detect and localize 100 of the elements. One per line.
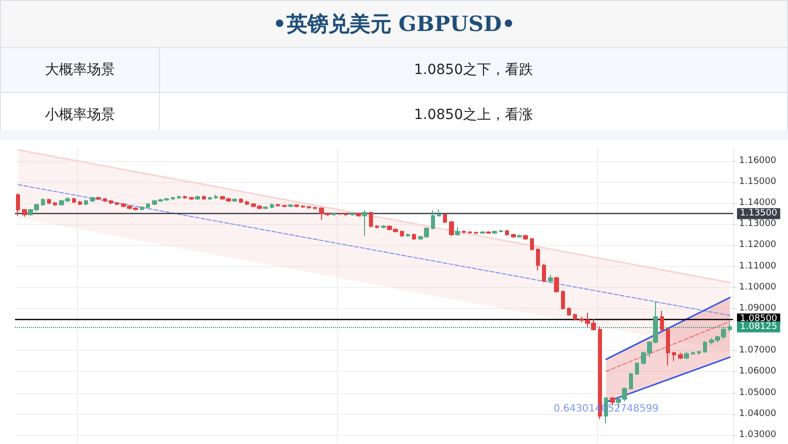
candlestick [610,396,615,406]
candlestick [103,197,107,202]
candlestick [47,198,51,205]
candlestick [684,351,689,360]
candlestick [22,208,27,218]
y-tick-label: 1.04000 [739,408,776,419]
candlestick [728,322,732,332]
text: 1.0850之上，看涨 [160,92,788,138]
candlestick [232,198,237,202]
ref-line-label: 1.13500 [740,208,778,219]
candlestick [561,290,565,310]
candlestick [406,233,410,238]
candlestick [492,230,497,234]
candlestick [635,362,639,376]
candlestick [542,264,546,283]
candlestick [369,211,373,228]
candlestick [72,197,76,204]
candlestick [678,352,683,360]
candlestick [666,328,670,366]
candlestick [332,212,336,216]
candlestick [356,212,361,218]
y-tick-label: 1.10000 [739,282,776,292]
candlestick [554,276,559,294]
candlestick [691,351,695,356]
candlestick [703,340,707,354]
candlestick [84,199,88,206]
y-tick-label: 1.07000 [739,346,776,356]
y-tick-label: 1.14000 [739,198,776,208]
candlestick [282,204,287,208]
candlestick [146,202,150,209]
candlestick [202,195,206,200]
candlestick [474,231,478,235]
candlestick [171,196,175,200]
candlestick [189,196,194,200]
candlestick [245,200,249,206]
y-tick-label: 1.13000 [739,219,776,230]
candlestick [307,205,311,210]
candlestick [629,372,633,390]
y-tick-label: 1.16000 [739,156,776,166]
y-tick-label: 1.09000 [739,303,776,314]
y-tick-label: 1.11000 [739,261,776,272]
candlestick [362,210,367,236]
candlestick [505,230,509,236]
candlestick [338,212,342,216]
candlestick [548,274,553,283]
candlestick [499,229,503,233]
ref-line-label: 1.08125 [740,322,778,332]
candlestick [573,313,577,321]
candlestick [455,226,460,236]
candlestick [313,206,317,210]
candlestick [115,201,119,206]
candlestick [109,200,113,205]
candlestick [431,210,435,230]
candlestick [263,206,268,210]
y-tick-label: 1.12000 [739,240,776,250]
candlestick [530,238,534,251]
y-tick-label: 1.15000 [739,176,776,187]
candlestick [480,230,485,234]
text: 1.0850之下，看跌 [160,48,788,92]
candlestick [90,196,95,202]
y-tick-label: 1.06000 [739,366,776,377]
candlestick [672,351,676,362]
candlestick [511,233,516,238]
y-tick-label: 1.03000 [739,430,776,440]
candlestick [486,230,491,234]
candlestick [214,194,218,200]
candlestick [660,310,664,332]
candlestick [294,204,299,208]
candlestick [375,224,379,229]
text: 大概率场景 [0,48,160,92]
text: 小概率场景 [0,92,160,138]
candlestick [276,203,280,208]
candlestick [288,204,293,208]
candlestick [536,248,540,272]
candlestick [517,234,522,238]
candlestick [523,234,528,240]
candlestick [78,200,82,206]
candlestick [301,204,305,208]
candlestick [697,350,701,356]
candlestick [412,233,416,240]
candlestick [462,230,466,234]
candlestick [96,196,101,200]
candlestick [350,212,355,216]
candlestick [270,203,274,209]
y-tick-label: 1.05000 [739,388,776,398]
candlestick [468,230,472,234]
candlestick [53,201,57,206]
candlestick [344,212,348,216]
candlestick [400,230,404,238]
candlestick [183,195,187,200]
candlestick [381,224,386,229]
candlestick [140,206,144,211]
candlestick [449,220,454,236]
candlestick [239,198,243,204]
candlestick [443,213,447,224]
candlestick [195,195,200,200]
chart-title: •英镑兑美元 GBPUSD• [0,0,788,48]
candlestick [437,208,441,218]
candlestick [208,196,212,200]
candlestick [567,306,571,316]
